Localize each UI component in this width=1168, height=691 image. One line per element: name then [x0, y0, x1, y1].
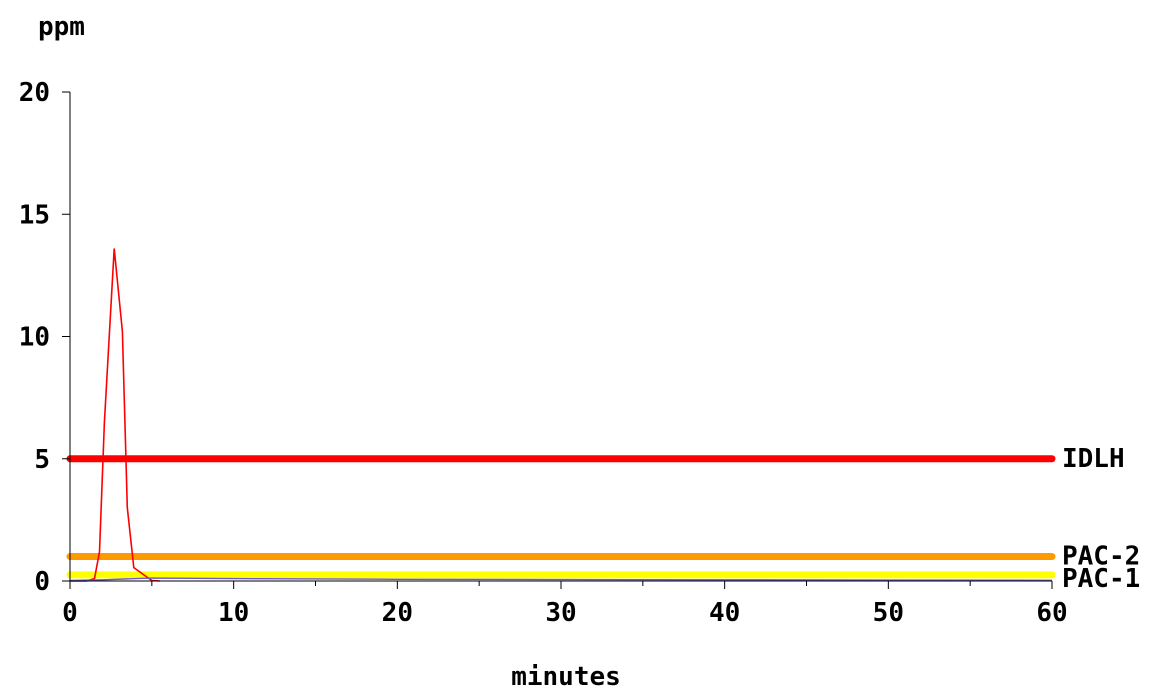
- x-tick-label: 40: [709, 598, 740, 628]
- y-axis-title: ppm: [38, 12, 85, 42]
- series-group: [69, 248, 1053, 582]
- series-line-2: [69, 577, 1053, 582]
- x-tick-label: 20: [382, 598, 413, 628]
- y-tick-label: 0: [34, 567, 50, 597]
- x-tick-label: 60: [1036, 598, 1067, 628]
- y-tick-label: 15: [19, 200, 50, 230]
- y-tick-label: 5: [34, 445, 50, 475]
- ticks: 0 5 10 15 20 0 10 20 30 40 50 60: [19, 78, 1068, 628]
- reference-lines: [66, 455, 1056, 579]
- series-line-1: [70, 248, 161, 582]
- y-tick-label: 10: [19, 323, 50, 353]
- x-tick-label: 50: [873, 598, 904, 628]
- x-tick-label: 0: [62, 598, 78, 628]
- x-tick-label: 30: [545, 598, 576, 628]
- reference-label-pac-1: PAC-1: [1062, 564, 1140, 594]
- reference-label-idlh: IDLH: [1062, 444, 1125, 474]
- x-axis-title: minutes: [511, 662, 621, 691]
- y-tick-label: 20: [19, 78, 50, 108]
- x-tick-label: 10: [218, 598, 249, 628]
- reference-label-pac-2: PAC-2: [1062, 542, 1140, 572]
- axes: [69, 92, 1052, 582]
